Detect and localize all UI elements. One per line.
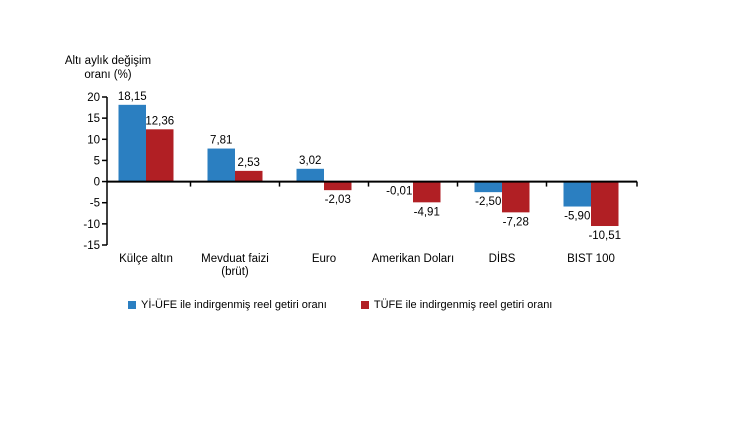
y-tick-label: 5 [94,155,100,167]
category-label: Amerikan Doları [372,253,454,265]
y-tick-label: 0 [94,177,100,189]
value-label: -2,03 [325,194,351,206]
value-label: -2,50 [475,196,501,208]
y-axis-title: oranı (%) [84,69,131,81]
y-tick-label: 15 [87,113,100,125]
category-label: Euro [312,253,336,265]
bar-series1-cat0 [146,129,174,182]
value-label: -7,28 [503,216,529,228]
bar-chart: Altı aylık değişim oranı (%) 20 15 10 5 0 -5 -10… [65,55,638,278]
bar-series0-cat0 [118,104,146,182]
bar-series1-cat3 [413,181,441,203]
bar-series0-cat4 [474,181,502,193]
chart-legend: Yİ-ÜFE ile indirgenmiş reel getiri oranı… [128,299,552,311]
category-label: BIST 100 [567,253,615,265]
value-label: -0,01 [386,186,412,198]
category-label: DİBS [489,252,516,265]
value-label: -10,51 [588,230,621,242]
value-label: -4,91 [414,206,440,218]
category-label: Külçe altın [119,253,173,265]
bar-series1-cat1 [235,170,263,182]
y-tick-label: -10 [83,219,100,231]
value-label: -5,90 [564,211,590,223]
value-label: 12,36 [145,115,174,127]
y-tick-label: 20 [87,92,100,104]
legend-swatch-yi-ufe [128,301,136,309]
bar-series0-cat1 [207,148,235,182]
legend-label-tufe: TÜFE ile indirgenmiş reel getiri oranı [373,299,553,311]
category-label: (brüt) [221,266,249,278]
y-axis-title: Altı aylık değişim [65,55,151,67]
legend-swatch-tufe [360,301,369,309]
y-tick-label: -15 [83,240,100,252]
y-tick-label: -5 [90,198,100,210]
value-label: 2,53 [238,157,260,169]
value-label: 18,15 [118,91,147,103]
category-label: Mevduat faizi [201,253,269,265]
bar-series0-cat2 [296,168,324,182]
value-label: 3,02 [299,155,321,167]
bar-series1-cat4 [502,181,530,213]
legend-item-yi-ufe: Yİ-ÜFE ile indirgenmiş reel getiri oranı [128,299,327,311]
legend-label-yi-ufe: Yİ-ÜFE ile indirgenmiş reel getiri oranı [141,299,327,311]
bar-series1-cat5 [591,181,619,227]
bar-series1-cat2 [324,181,352,191]
value-label: 7,81 [210,135,232,147]
legend-item-tufe: TÜFE ile indirgenmiş reel getiri oranı [360,299,553,311]
y-tick-label: 10 [87,134,100,146]
bar-series0-cat5 [563,181,591,207]
